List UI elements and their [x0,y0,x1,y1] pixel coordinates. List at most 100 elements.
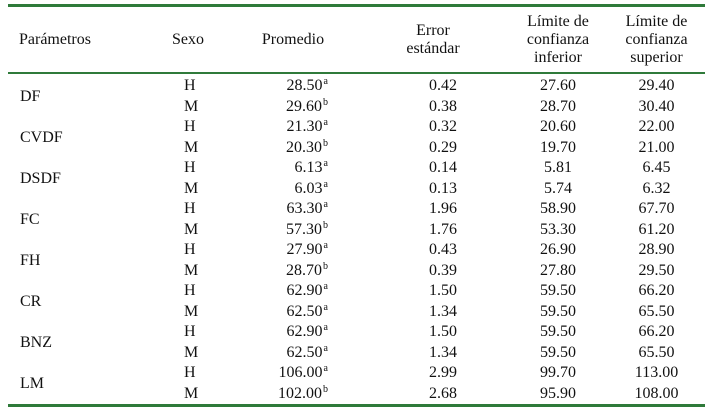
parameter-group: CVDF H 21.30a 0.32 20.60 22.00 M 20.30b 0.29 19.7… [8,117,705,158]
sexo-cell: H [184,200,196,217]
promedio-cell: 21.30a [228,117,358,140]
promedio-value: 6.13 [294,159,323,176]
header-superior-line-2: confianza [625,30,688,48]
parameter-label: BNZ [20,334,52,351]
error-cell: 0.38 [429,97,457,115]
error-cell: 1.76 [429,220,457,238]
limite-superior-cell: 65.50 [638,343,675,361]
parameter-group: DF H 28.50a 0.42 27.60 29.40 M 29.60b 0.38 28.70 3… [8,76,705,117]
error-cell: 0.32 [429,118,457,135]
table-row: M 6.03a 0.13 5.74 6.32 [8,179,705,200]
sexo-cell: H [184,118,196,135]
significance-superscript: a [323,363,328,374]
error-cell: 0.14 [429,159,457,176]
significance-superscript: b [323,383,328,395]
promedio-value: 20.30 [286,138,322,156]
limite-inferior-cell: 20.60 [540,118,576,135]
table-row: H 28.50a 0.42 27.60 29.40 [8,76,705,97]
limite-inferior-cell: 27.80 [540,261,576,279]
limite-inferior-cell: 58.90 [540,200,576,217]
promedio-cell: 62.50a [228,343,358,366]
header-sexo: Sexo [172,30,204,48]
limite-inferior-cell: 59.50 [540,323,576,340]
header-error-estandar: Error estándar [358,7,508,72]
promedio-cell: 57.30b [228,220,358,243]
promedio-cell: 62.90a [228,281,358,304]
table-row: H 62.90a 1.50 59.50 66.20 [8,281,705,302]
error-cell: 1.50 [429,323,457,340]
promedio-value: 62.50 [286,343,323,361]
promedio-cell: 63.30a [228,199,358,222]
limite-inferior-cell: 95.90 [540,384,576,402]
parameter-label: CR [20,293,42,310]
parameter-group: LM H 106.00a 2.99 99.70 113.00 M 102.00b 2.68 95.… [8,363,705,404]
significance-superscript: a [323,342,328,354]
table-row: H 62.90a 1.50 59.50 66.20 [8,322,705,343]
promedio-value: 63.30 [286,200,323,217]
significance-superscript: a [323,178,328,190]
promedio-value: 57.30 [286,220,322,238]
error-cell: 1.96 [429,200,457,217]
promedio-value: 29.60 [286,97,322,115]
parameter-label: FH [20,252,41,269]
promedio-value: 28.70 [286,261,322,279]
limite-superior-cell: 28.90 [638,241,675,258]
limite-superior-cell: 29.50 [638,261,675,279]
parameter-label: DSDF [20,170,61,187]
header-inferior-line-3: inferior [534,48,582,66]
promedio-value: 6.03 [294,179,323,197]
header-error-line-1: Error [416,21,450,39]
parameter-label: CVDF [20,129,63,146]
header-limite-inferior: Límite de confianza inferior [508,7,608,72]
header-superior-line-3: superior [630,48,683,66]
limite-inferior-cell: 59.50 [540,282,576,299]
header-limite-superior: Límite de confianza superior [608,7,705,72]
promedio-cell: 6.03a [228,179,358,202]
error-cell: 1.34 [429,302,457,320]
significance-superscript: a [323,322,328,333]
error-cell: 0.39 [429,261,457,279]
limite-superior-cell: 22.00 [638,118,675,135]
parameter-label: LM [20,375,44,392]
promedio-cell: 29.60b [228,97,358,120]
sexo-cell: M [184,220,199,238]
header-parametros: Parámetros [19,30,91,48]
promedio-value: 106.00 [278,364,323,381]
table-header: Parámetros Sexo Promedio Error estándar … [8,7,705,72]
limite-superior-cell: 67.70 [638,200,675,217]
significance-superscript: a [323,240,328,251]
promedio-cell: 106.00a [228,363,358,386]
limite-superior-cell: 66.20 [638,323,675,340]
error-cell: 1.34 [429,343,457,361]
table-row: M 57.30b 1.76 53.30 61.20 [8,220,705,241]
limite-inferior-cell: 27.60 [540,77,576,94]
significance-superscript: b [323,219,328,231]
limite-inferior-cell: 99.70 [540,364,576,381]
table-row: M 62.50a 1.34 59.50 65.50 [8,343,705,364]
header-superior-line-1: Límite de [625,12,688,30]
promedio-cell: 27.90a [228,240,358,263]
table-row: M 20.30b 0.29 19.70 21.00 [8,138,705,159]
promedio-cell: 62.50a [228,302,358,325]
promedio-cell: 102.00b [228,384,358,407]
sexo-cell: M [184,179,199,197]
error-cell: 0.13 [429,179,457,197]
limite-superior-cell: 61.20 [638,220,675,238]
promedio-cell: 6.13a [228,158,358,181]
error-cell: 1.50 [429,282,457,299]
limite-inferior-cell: 19.70 [540,138,576,156]
table-row: H 106.00a 2.99 99.70 113.00 [8,363,705,384]
table-body: DF H 28.50a 0.42 27.60 29.40 M 29.60b 0.38 28.70 3… [8,74,705,404]
significance-superscript: b [323,96,328,108]
sexo-cell: H [184,159,196,176]
limite-inferior-cell: 26.90 [540,241,576,258]
promedio-cell: 28.50a [228,76,358,99]
parameter-group: DSDF H 6.13a 0.14 5.81 6.45 M 6.03a 0.13 5.74 6.32 [8,158,705,199]
significance-superscript: a [323,76,328,87]
promedio-value: 28.50 [286,77,323,94]
limite-inferior-cell: 28.70 [540,97,576,115]
limite-superior-cell: 29.40 [638,77,675,94]
sexo-cell: H [184,241,196,258]
sexo-cell: M [184,384,199,402]
header-inferior-line-2: confianza [526,30,590,48]
